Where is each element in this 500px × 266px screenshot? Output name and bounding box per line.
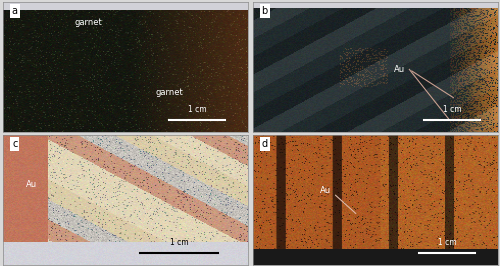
Text: 1 cm: 1 cm bbox=[438, 238, 456, 247]
Text: b: b bbox=[262, 6, 268, 16]
Text: d: d bbox=[262, 139, 268, 149]
Text: 1 cm: 1 cm bbox=[443, 105, 462, 114]
Text: 1 cm: 1 cm bbox=[170, 238, 188, 247]
Text: Au: Au bbox=[320, 186, 332, 195]
Text: c: c bbox=[12, 139, 18, 149]
Text: garnet: garnet bbox=[155, 88, 183, 97]
Text: Au: Au bbox=[394, 65, 405, 74]
Text: a: a bbox=[12, 6, 18, 16]
Text: garnet: garnet bbox=[74, 18, 102, 27]
Text: Au: Au bbox=[26, 180, 38, 189]
Text: 1 cm: 1 cm bbox=[188, 105, 206, 114]
